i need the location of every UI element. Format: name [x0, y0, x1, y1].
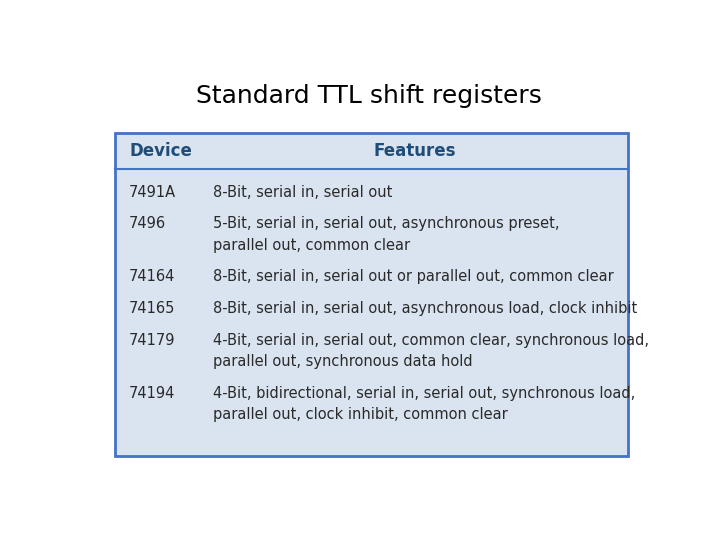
Text: 8-Bit, serial in, serial out, asynchronous load, clock inhibit: 8-Bit, serial in, serial out, asynchrono…	[213, 301, 637, 316]
Text: 74179: 74179	[129, 333, 176, 348]
Text: 4-Bit, serial in, serial out, common clear, synchronous load,: 4-Bit, serial in, serial out, common cle…	[213, 333, 649, 348]
Text: 5-Bit, serial in, serial out, asynchronous preset,: 5-Bit, serial in, serial out, asynchrono…	[213, 216, 559, 231]
Text: 74194: 74194	[129, 386, 176, 401]
FancyBboxPatch shape	[115, 133, 629, 456]
Text: 7496: 7496	[129, 216, 166, 231]
Text: 74164: 74164	[129, 269, 176, 285]
Text: 74165: 74165	[129, 301, 176, 316]
Text: parallel out, clock inhibit, common clear: parallel out, clock inhibit, common clea…	[213, 407, 508, 422]
Text: 7491A: 7491A	[129, 185, 176, 200]
Text: parallel out, synchronous data hold: parallel out, synchronous data hold	[213, 354, 472, 369]
Text: Features: Features	[374, 142, 456, 160]
Text: 8-Bit, serial in, serial out or parallel out, common clear: 8-Bit, serial in, serial out or parallel…	[213, 269, 613, 285]
Text: Device: Device	[129, 142, 192, 160]
Text: 4-Bit, bidirectional, serial in, serial out, synchronous load,: 4-Bit, bidirectional, serial in, serial …	[213, 386, 635, 401]
Text: Standard TTL shift registers: Standard TTL shift registers	[196, 84, 542, 107]
Text: parallel out, common clear: parallel out, common clear	[213, 238, 410, 253]
Text: 8-Bit, serial in, serial out: 8-Bit, serial in, serial out	[213, 185, 392, 200]
